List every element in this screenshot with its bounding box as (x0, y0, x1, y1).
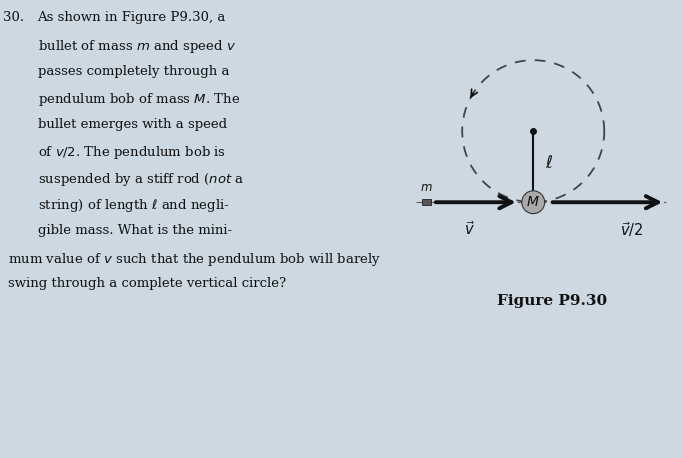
Text: $M$: $M$ (527, 195, 540, 209)
Text: $m$: $m$ (420, 181, 433, 194)
Circle shape (522, 191, 544, 213)
Text: of $v/2$. The pendulum bob is: of $v/2$. The pendulum bob is (38, 144, 225, 161)
Text: Figure P9.30: Figure P9.30 (497, 294, 607, 308)
Text: bullet emerges with a speed: bullet emerges with a speed (38, 118, 227, 131)
Text: mum value of $v$ such that the pendulum bob will barely: mum value of $v$ such that the pendulum … (8, 251, 381, 267)
Text: string) of length $\ell$ and negli-: string) of length $\ell$ and negli- (38, 197, 229, 214)
FancyBboxPatch shape (422, 199, 431, 205)
Text: gible mass. What is the mini-: gible mass. What is the mini- (38, 224, 232, 237)
Text: bullet of mass $m$ and speed $v$: bullet of mass $m$ and speed $v$ (38, 38, 236, 55)
Text: swing through a complete vertical circle?: swing through a complete vertical circle… (8, 277, 286, 290)
Text: $\vec{v}/2$: $\vec{v}/2$ (620, 220, 643, 239)
Text: As shown in Figure P9.30, a: As shown in Figure P9.30, a (38, 11, 226, 24)
Text: $\ell$: $\ell$ (544, 155, 553, 172)
Text: pendulum bob of mass $M$. The: pendulum bob of mass $M$. The (38, 91, 240, 108)
Text: passes completely through a: passes completely through a (38, 65, 229, 77)
Text: suspended by a stiff rod ($\it{not}$ a: suspended by a stiff rod ($\it{not}$ a (38, 171, 244, 188)
Text: 30.: 30. (3, 11, 25, 24)
Text: $\vec{v}$: $\vec{v}$ (464, 220, 475, 238)
